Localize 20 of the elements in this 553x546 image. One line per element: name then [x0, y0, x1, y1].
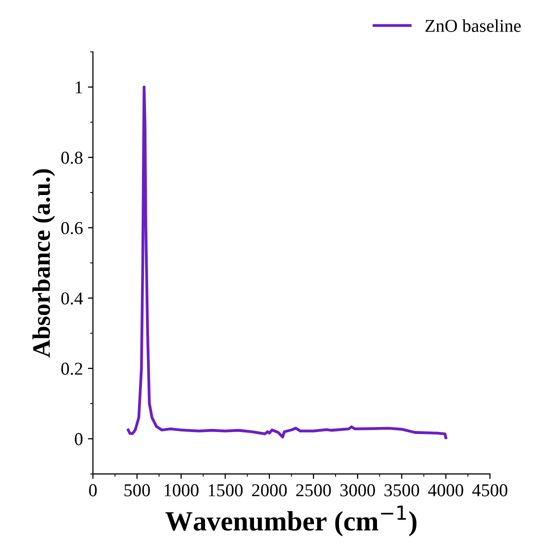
y-tick-label: 0 — [74, 433, 82, 446]
y-axis-title: Absorbance (a.u.) — [32, 169, 56, 358]
y-tick-label: 0.4 — [61, 292, 83, 305]
x-tick-label: 2500 — [296, 484, 331, 496]
x-tick-label: 3500 — [384, 484, 420, 496]
x-tick-label: 3000 — [340, 484, 375, 496]
x-axis-title: Wavenumber (cm$^{−1}$) — [165, 506, 416, 536]
y-tick-label: 0.8 — [61, 152, 82, 164]
x-tick-label: 4000 — [428, 484, 464, 496]
y-tick-label: 1 — [76, 81, 82, 94]
x-tick-label: 500 — [124, 484, 150, 496]
line-series — [126, 86, 448, 440]
x-tick-label: 1500 — [208, 484, 243, 496]
legend-label: ZnO baseline — [425, 19, 521, 32]
y-tick-label: 0.2 — [61, 362, 82, 375]
x-tick-label: 1000 — [164, 484, 199, 496]
x-tick-label: 4500 — [472, 484, 508, 496]
y-tick-label: 0.6 — [61, 222, 83, 234]
x-tick-label: 0 — [89, 484, 97, 496]
x-tick-label: 2000 — [252, 484, 287, 496]
